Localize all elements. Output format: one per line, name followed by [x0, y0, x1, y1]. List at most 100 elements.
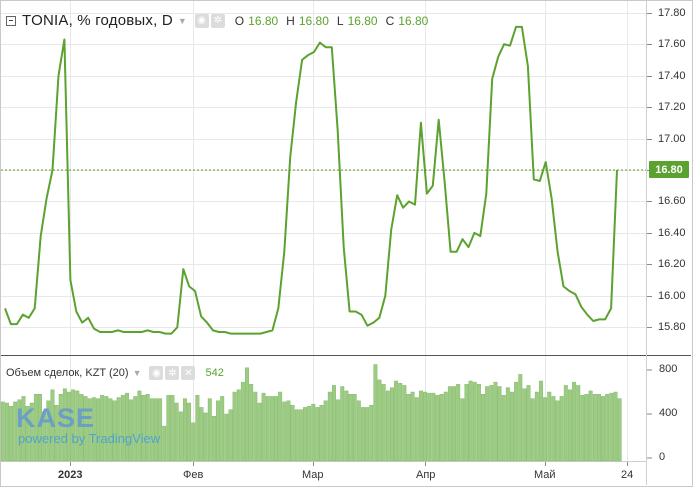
volume-bar [352, 394, 357, 462]
time-tick-label: 24 [621, 469, 634, 481]
volume-bar [162, 425, 167, 462]
volume-bar [617, 398, 622, 462]
volume-bar [398, 383, 403, 462]
close-icon[interactable]: ✕ [181, 366, 196, 380]
price-tick-label: 17.40 [658, 69, 686, 82]
volume-legend: Объем сделок, KZT (20) ▼ ◉ ✲ ✕ 542 [6, 366, 224, 380]
volume-bar [572, 381, 577, 462]
price-line-series [4, 25, 618, 335]
powered-by-tradingview[interactable]: powered by TradingView [18, 431, 161, 446]
volume-bar [472, 381, 477, 462]
volume-bar [174, 402, 179, 462]
volume-bar [220, 396, 225, 462]
volume-bar [195, 395, 200, 462]
volume-bar [423, 391, 428, 462]
volume-bar [261, 392, 266, 462]
volume-bar [543, 397, 548, 462]
price-tick-label: 17.80 [658, 6, 686, 19]
volume-tick-label: 800 [659, 363, 678, 375]
volume-bar [418, 390, 423, 462]
volume-bar [311, 403, 316, 462]
volume-bar [588, 390, 593, 462]
volume-bar [290, 405, 295, 462]
volume-bar [112, 400, 117, 462]
volume-bar [303, 407, 307, 462]
volume-bar [13, 401, 18, 462]
volume-bar [555, 400, 560, 462]
symbol-title[interactable]: TONIA, % годовых, D [22, 12, 173, 29]
volume-bar [232, 391, 237, 462]
volume-bar [563, 385, 568, 462]
volume-bar [481, 394, 485, 462]
volume-bar [17, 399, 22, 462]
volume-bar [551, 396, 556, 462]
volume-bar [381, 384, 386, 462]
volume-bar [149, 398, 154, 462]
volume-title[interactable]: Объем сделок, KZT (20) [6, 367, 129, 379]
price-tick-label: 16.20 [658, 257, 686, 270]
volume-bar [567, 389, 572, 462]
volume-bar [365, 407, 370, 462]
volume-bar [307, 406, 312, 462]
volume-bar [158, 398, 163, 462]
volume-bar [71, 389, 76, 462]
kase-logo[interactable]: KASE powered by TradingView [16, 403, 186, 453]
volume-tick-label: 0 [659, 451, 666, 463]
volume-bar [50, 389, 55, 462]
volume-bar [120, 395, 125, 462]
volume-bar [385, 390, 390, 462]
volume-bar [443, 391, 448, 462]
high-value: 16.80 [298, 13, 329, 28]
eye-icon[interactable]: ◉ [194, 13, 209, 28]
volume-bar [526, 385, 531, 462]
low-label: L [336, 13, 344, 28]
volume-bar [592, 394, 597, 462]
volume-bar [501, 395, 506, 462]
volume-bar [249, 384, 254, 462]
volume-bar [609, 392, 614, 462]
volume-bar [54, 405, 59, 462]
time-tick-label: Фев [183, 469, 204, 481]
chevron-down-icon[interactable]: ▼ [177, 15, 187, 26]
volume-bar [294, 409, 299, 462]
volume-bar [79, 394, 84, 462]
volume-bar [29, 402, 34, 462]
volume-bar [332, 385, 336, 462]
volume-value: 542 [205, 367, 224, 379]
volume-bar [100, 395, 105, 462]
volume-bar [199, 407, 204, 462]
volume-bar [269, 396, 274, 462]
volume-bar [203, 412, 208, 462]
volume-bar [510, 391, 514, 462]
price-tick-label: 16.60 [658, 194, 686, 207]
time-tick-label: Мар [302, 469, 324, 481]
open-label: O [234, 13, 245, 28]
eye-icon[interactable]: ◉ [149, 366, 164, 380]
volume-bar [67, 391, 71, 462]
volume-bar [369, 405, 374, 462]
volume-bar [104, 396, 109, 462]
volume-bar [406, 394, 411, 462]
close-label: C [385, 13, 395, 28]
volume-bar [435, 395, 440, 462]
price-tick-label: 15.80 [658, 320, 686, 333]
collapse-icon[interactable] [6, 15, 16, 26]
volume-bar [447, 386, 452, 462]
volume-bar [534, 391, 539, 462]
price-tick-label: 17.00 [658, 132, 686, 145]
chevron-down-icon[interactable]: ▼ [132, 368, 142, 378]
volume-bar [476, 384, 481, 462]
volume-bar [228, 409, 233, 462]
volume-bar [286, 400, 291, 462]
time-tick-label: 2023 [58, 469, 83, 481]
gear-icon[interactable]: ✲ [165, 366, 180, 380]
volume-bar [431, 392, 436, 462]
volume-bar [91, 397, 96, 462]
volume-bar [21, 396, 26, 462]
gear-icon[interactable]: ✲ [210, 13, 225, 28]
volume-bar [25, 406, 30, 462]
volume-bar [497, 386, 502, 462]
volume-bar [530, 398, 535, 462]
volume-bar [584, 394, 589, 462]
